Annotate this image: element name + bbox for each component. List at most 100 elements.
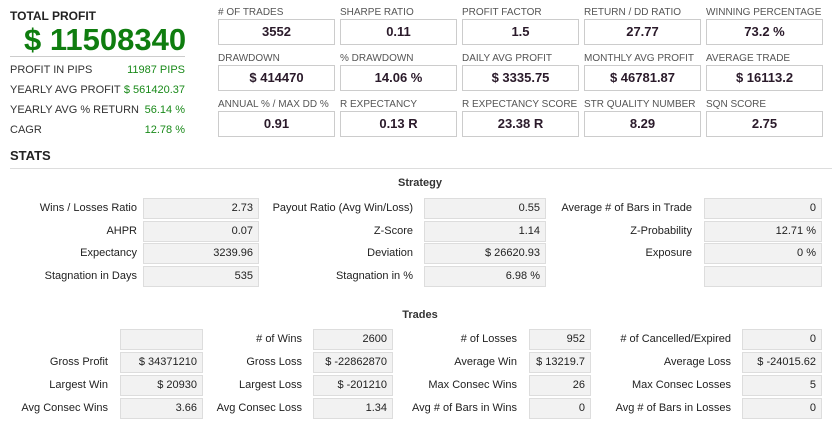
metric-label: MONTHLY AVG PROFIT: [584, 53, 695, 64]
trades-label: Max Consec Losses: [631, 379, 731, 391]
divider: [10, 168, 832, 169]
strategy-value: 0.55: [424, 198, 546, 219]
trades-value: [120, 329, 203, 350]
summary-value: 56.14 %: [144, 104, 185, 116]
trades-section-title: Trades: [402, 309, 438, 321]
strategy-label: Z-Probability: [630, 225, 692, 237]
metric-label: WINNING PERCENTAGE: [706, 7, 822, 18]
total-profit-label: TOTAL PROFIT: [10, 9, 96, 23]
strategy-value: 535: [143, 266, 259, 287]
strategy-label: Payout Ratio (Avg Win/Loss): [272, 202, 413, 214]
trades-label: Largest Win: [49, 379, 108, 391]
metric-value: 2.75: [706, 111, 823, 137]
metric-value: $ 46781.87: [584, 65, 701, 91]
strategy-value: 1.14: [424, 221, 546, 242]
trades-label: Avg Consec Wins: [21, 402, 108, 414]
metric-value: 73.2 %: [706, 19, 823, 45]
metric-value: 1.5: [462, 19, 579, 45]
strategy-label: Deviation: [367, 247, 413, 259]
trades-label: Gross Profit: [49, 356, 108, 368]
trades-value: $ 13219.7: [529, 352, 591, 373]
metric-label: STR QUALITY NUMBER: [584, 99, 696, 110]
metric-label: AVERAGE TRADE: [706, 53, 791, 64]
summary-label: YEARLY AVG PROFIT: [10, 84, 121, 96]
trades-value: 952: [529, 329, 591, 350]
trades-label: Avg # of Bars in Wins: [412, 402, 517, 414]
summary-value: $ 561420.37: [123, 84, 185, 96]
strategy-label: Z-Score: [373, 225, 413, 237]
metric-label: PROFIT FACTOR: [462, 7, 542, 18]
strategy-label: Expectancy: [80, 247, 137, 259]
summary-label: YEARLY AVG % RETURN: [10, 104, 139, 116]
stats-heading: STATS: [10, 148, 51, 163]
strategy-value: 6.98 %: [424, 266, 546, 287]
metric-label: R EXPECTANCY: [340, 99, 418, 110]
strategy-value: 0: [704, 198, 822, 219]
trades-value: $ -201210: [313, 375, 393, 396]
summary-label: PROFIT IN PIPS: [10, 64, 93, 76]
summary-value: 11987 PIPS: [127, 64, 185, 76]
trades-value: $ -22862870: [313, 352, 393, 373]
metric-value: $ 3335.75: [462, 65, 579, 91]
total-profit-value: $ 11508340: [24, 22, 187, 57]
strategy-value: 12.71 %: [704, 221, 822, 242]
strategy-label: AHPR: [106, 225, 137, 237]
metric-value: 3552: [218, 19, 335, 45]
metric-label: % DRAWDOWN: [340, 53, 414, 64]
trades-label: Avg # of Bars in Losses: [615, 402, 731, 414]
strategy-section-title: Strategy: [397, 177, 443, 189]
metric-value: 8.29: [584, 111, 701, 137]
summary-row: PROFIT IN PIPS 11987 PIPS: [10, 64, 185, 76]
metric-value: $ 414470: [218, 65, 335, 91]
metric-label: # OF TRADES: [218, 7, 284, 18]
summary-row: YEARLY AVG % RETURN 56.14 %: [10, 104, 185, 116]
strategy-value: 0 %: [704, 243, 822, 264]
metric-label: SHARPE RATIO: [340, 7, 414, 18]
metric-label: DRAWDOWN: [218, 53, 280, 64]
divider: [10, 56, 185, 57]
strategy-value: 0.07: [143, 221, 259, 242]
trades-label: # of Cancelled/Expired: [620, 333, 731, 345]
metric-value: 0.11: [340, 19, 457, 45]
trades-value: 2600: [313, 329, 393, 350]
trades-value: 0: [742, 398, 822, 419]
trades-value: 0: [742, 329, 822, 350]
trades-value: $ 34371210: [120, 352, 203, 373]
trades-label: Average Loss: [663, 356, 731, 368]
metric-label: ANNUAL % / MAX DD %: [218, 99, 329, 110]
trades-label: # of Wins: [256, 333, 302, 345]
strategy-label: Stagnation in Days: [44, 270, 137, 282]
strategy-label: Stagnation in %: [335, 270, 413, 282]
strategy-value: $ 26620.93: [424, 243, 546, 264]
strategy-label: Exposure: [645, 247, 692, 259]
strategy-value: [704, 266, 822, 287]
metric-label: RETURN / DD RATIO: [584, 7, 682, 18]
metric-value: $ 16113.2: [706, 65, 823, 91]
metric-value: 0.13 R: [340, 111, 457, 137]
trades-label: Average Win: [454, 356, 517, 368]
metric-label: R EXPECTANCY SCORE: [462, 99, 578, 110]
trades-label: Avg Consec Loss: [216, 402, 302, 414]
trades-value: 26: [529, 375, 591, 396]
metric-label: DAILY AVG PROFIT: [462, 53, 553, 64]
trades-value: 1.34: [313, 398, 393, 419]
strategy-label: Average # of Bars in Trade: [561, 202, 692, 214]
metric-value: 23.38 R: [462, 111, 579, 137]
trades-value: $ 20930: [120, 375, 203, 396]
metric-value: 27.77: [584, 19, 701, 45]
trades-value: $ -24015.62: [742, 352, 822, 373]
summary-value: 12.78 %: [144, 124, 185, 136]
trades-value: 5: [742, 375, 822, 396]
trades-label: # of Losses: [460, 333, 517, 345]
trades-label: Largest Loss: [239, 379, 302, 391]
summary-row: YEARLY AVG PROFIT $ 561420.37: [10, 84, 185, 96]
strategy-value: 3239.96: [143, 243, 259, 264]
strategy-label: Wins / Losses Ratio: [39, 202, 137, 214]
metric-value: 14.06 %: [340, 65, 457, 91]
summary-label: CAGR: [10, 124, 42, 136]
metric-label: SQN SCORE: [706, 99, 767, 110]
summary-row: CAGR 12.78 %: [10, 124, 185, 136]
trades-label: Gross Loss: [246, 356, 302, 368]
strategy-value: 2.73: [143, 198, 259, 219]
trades-value: 0: [529, 398, 591, 419]
